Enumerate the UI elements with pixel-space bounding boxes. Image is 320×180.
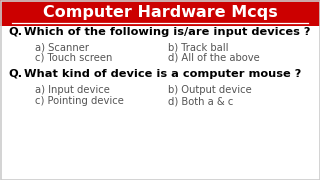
Text: b) Track ball: b) Track ball	[168, 42, 228, 52]
Text: a) Input device: a) Input device	[35, 85, 110, 95]
Text: Q.: Q.	[8, 27, 22, 37]
Text: Computer Hardware Mcqs: Computer Hardware Mcqs	[43, 6, 277, 21]
Text: c) Pointing device: c) Pointing device	[35, 96, 124, 106]
Text: a) Scanner: a) Scanner	[35, 42, 89, 52]
Text: Which of the following is/are input devices ?: Which of the following is/are input devi…	[20, 27, 310, 37]
Text: d) All of the above: d) All of the above	[168, 53, 260, 63]
Text: c) Touch screen: c) Touch screen	[35, 53, 112, 63]
Text: b) Output device: b) Output device	[168, 85, 252, 95]
Text: d) Both a & c: d) Both a & c	[168, 96, 233, 106]
Text: Q.: Q.	[8, 69, 22, 79]
Text: What kind of device is a computer mouse ?: What kind of device is a computer mouse …	[20, 69, 301, 79]
Bar	[0, 0, 320, 26]
